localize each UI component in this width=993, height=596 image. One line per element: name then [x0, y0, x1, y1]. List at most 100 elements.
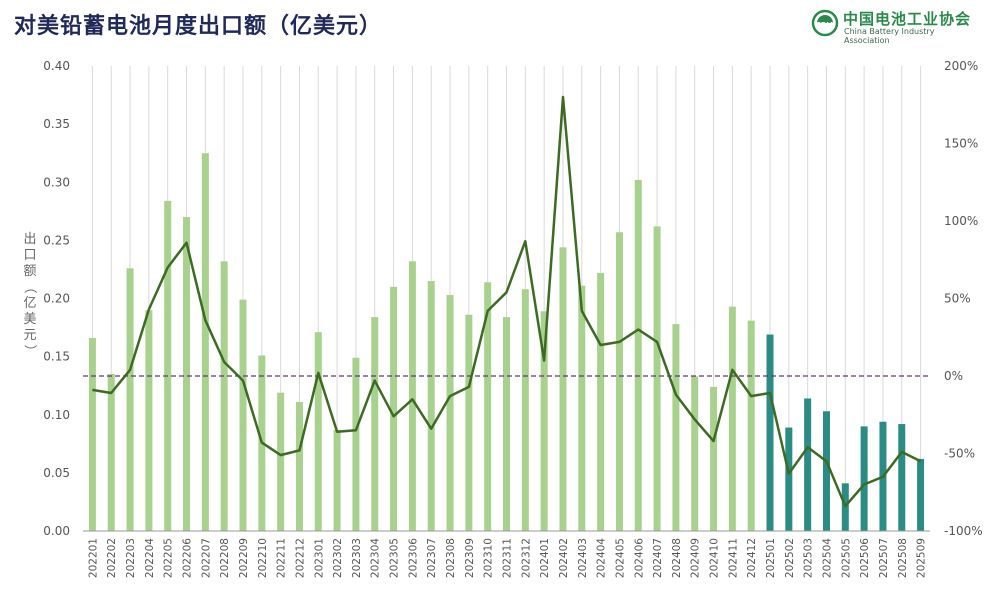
logo-name-cn: 中国电池工业协会: [843, 10, 972, 28]
bar-202501: [766, 334, 774, 531]
y-tick-label: 0.35: [43, 117, 70, 131]
bar-202506: [860, 426, 868, 531]
x-tick-label: 202204: [144, 538, 156, 578]
x-tick-label: 202311: [502, 538, 514, 578]
x-tick-label: 202501: [765, 538, 777, 578]
bars: [88, 153, 925, 532]
bar-202207: [201, 153, 209, 531]
y-axis-ticks: 0.00 0.05 0.10 0.15 0.20 0.25 0.30 0.35 0.40: [43, 59, 70, 538]
bar-202310: [484, 282, 492, 531]
y-axis-label-char: （: [22, 280, 37, 293]
bar-202401: [540, 311, 548, 531]
x-tick-label: 202302: [332, 538, 344, 578]
x-tick-label: 202401: [539, 538, 551, 578]
bar-202309: [465, 314, 473, 531]
x-tick-label: 202508: [897, 538, 909, 578]
bar-202402: [559, 247, 567, 531]
x-tick-label: 202406: [633, 538, 645, 578]
y-axis-label-char: 口: [23, 248, 36, 263]
y-tick-label: 0.15: [43, 350, 70, 364]
x-tick-label: 202505: [840, 538, 852, 578]
y-axis-label-char: 出: [23, 232, 36, 247]
y2-tick-label: -50%: [944, 447, 975, 461]
x-tick-label: 202402: [558, 538, 570, 578]
x-tick-label: 202411: [727, 538, 739, 578]
bar-202307: [427, 281, 435, 531]
y-tick-label: 0.25: [43, 233, 70, 247]
x-tick-label: 202312: [520, 538, 532, 578]
y2-tick-label: -100%: [944, 524, 983, 538]
bar-202503: [804, 398, 812, 531]
bar-202305: [390, 286, 398, 531]
x-tick-label: 202305: [389, 538, 401, 578]
logo-name-en: China Battery Industry Association: [844, 27, 935, 45]
x-tick-label: 202410: [709, 538, 721, 578]
x-axis-ticks: 202201 202202 202203 202204 202205 202206 2022…: [87, 538, 927, 578]
bar-202412: [747, 320, 755, 531]
y-tick-label: 0.20: [43, 292, 70, 306]
bar-202206: [183, 217, 191, 531]
bar-202509: [917, 458, 925, 531]
x-tick-label: 202309: [464, 538, 476, 578]
bar-202404: [597, 272, 605, 531]
y2-tick-label: 200%: [944, 59, 978, 73]
x-tick-label: 202307: [426, 538, 438, 578]
x-tick-label: 202209: [238, 538, 250, 578]
y-tick-label: 0.10: [43, 408, 70, 422]
x-tick-label: 202506: [859, 538, 871, 578]
bar-202306: [408, 261, 416, 531]
y-axis-label-char: 额: [23, 264, 36, 279]
x-tick-label: 202310: [483, 538, 495, 578]
x-tick-label: 202208: [219, 538, 231, 578]
x-tick-label: 202507: [878, 538, 890, 578]
y-tick-label: 0.05: [43, 466, 70, 480]
x-tick-label: 202202: [106, 538, 118, 578]
x-tick-label: 202409: [690, 538, 702, 578]
bar-202508: [898, 424, 906, 531]
y-axis-label-char: 亿: [23, 296, 36, 311]
x-tick-label: 202207: [200, 538, 212, 578]
y2-tick-label: 50%: [944, 292, 971, 306]
x-tick-label: 202212: [294, 538, 306, 578]
x-tick-label: 202211: [276, 538, 288, 578]
x-tick-label: 202502: [784, 538, 796, 578]
x-tick-label: 202303: [351, 538, 363, 578]
x-tick-label: 202205: [163, 538, 175, 578]
y-axis-label-char: ）: [22, 344, 37, 357]
bar-202403: [578, 285, 586, 531]
cbia-logo: CBIA 中国电池工业协会 China Battery Industry Ass…: [811, 6, 981, 45]
y-axis-label-char: 美: [23, 312, 36, 327]
bar-202204: [145, 310, 153, 531]
x-tick-label: 202306: [407, 538, 419, 578]
x-tick-label: 202206: [182, 538, 194, 578]
y2-tick-label: 100%: [944, 214, 978, 228]
bar-202201: [88, 338, 96, 531]
y-tick-label: 0.00: [43, 524, 70, 538]
bar-202211: [277, 392, 285, 531]
y-tick-label: 0.40: [43, 59, 70, 73]
y2-axis-ticks: -100% -50% 0% 50% 100% 150% 200%: [944, 59, 983, 538]
y2-tick-label: 0%: [944, 369, 963, 383]
x-tick-label: 202407: [652, 538, 664, 578]
x-tick-label: 202405: [614, 538, 626, 578]
x-tick-label: 202412: [746, 538, 758, 578]
bar-202504: [822, 411, 830, 531]
bar-202308: [446, 295, 454, 531]
x-tick-label: 202403: [577, 538, 589, 578]
cbia-logo-icon: CBIA: [811, 9, 839, 37]
y2-tick-label: 150%: [944, 137, 978, 151]
x-tick-label: 202301: [313, 538, 325, 578]
x-tick-label: 202304: [370, 538, 382, 578]
y-axis-label: 出口额（ 亿美元）: [22, 232, 37, 358]
x-tick-label: 202504: [821, 538, 833, 578]
x-tick-label: 202503: [803, 538, 815, 578]
bar-202304: [371, 317, 379, 531]
chart-title: 对美铅蓄电池月度出口额（亿美元）: [14, 14, 383, 39]
bar-202312: [521, 289, 529, 531]
bar-202208: [220, 261, 228, 531]
bar-202311: [503, 317, 510, 531]
bar-202209: [239, 299, 247, 531]
bar-202301: [314, 332, 322, 531]
bar-202203: [126, 268, 134, 531]
